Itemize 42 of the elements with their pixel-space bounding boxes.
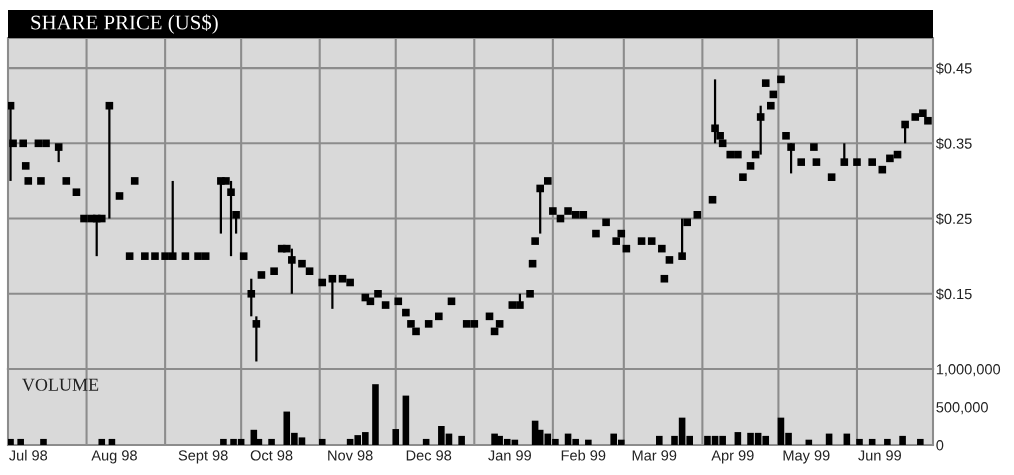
y-tick-label: $0.15 — [935, 288, 972, 301]
bar — [318, 438, 326, 445]
bar — [8, 438, 14, 445]
x-tick-label: Sept 98 — [178, 450, 228, 464]
bar — [40, 438, 47, 445]
x-tick-label: Apr 99 — [711, 450, 754, 464]
bar — [734, 432, 742, 445]
bar — [17, 438, 24, 445]
y-tick-label: $0.45 — [935, 62, 972, 75]
bar — [884, 438, 891, 445]
x-tick-label: Dec 98 — [406, 450, 452, 461]
y-tick-label: 1,000,000 — [936, 364, 1001, 377]
bar — [458, 435, 465, 445]
bar — [856, 438, 863, 445]
bar — [268, 438, 275, 445]
x-tick-label: Nov 98 — [328, 450, 373, 461]
x-tick-label: May 99 — [783, 450, 830, 464]
x-tick-label: Aug 98 — [91, 450, 137, 464]
y-tick-label: $0.25 — [935, 213, 972, 225]
bar — [868, 438, 876, 445]
bar — [899, 435, 906, 445]
bar — [108, 438, 116, 445]
x-tick-label: Jul 98 — [9, 449, 48, 461]
bar — [402, 395, 410, 445]
x-tick-label: Jun 99 — [858, 450, 901, 461]
y-tick-label: 500,000 — [936, 402, 988, 415]
bar — [422, 438, 430, 445]
bar — [917, 438, 924, 445]
y-tick-label: 0 — [936, 440, 944, 451]
x-tick-label: Oct 98 — [250, 450, 293, 461]
bar — [372, 384, 379, 445]
bar — [220, 438, 227, 445]
bar — [98, 438, 106, 445]
bar — [392, 429, 400, 445]
x-tick-label: Mar 99 — [632, 450, 677, 461]
chart-title: VOLUME — [22, 378, 99, 391]
y-tick-label: $0.35 — [935, 137, 972, 150]
bar — [656, 435, 663, 445]
chart-title: SHARE PRICE (US$) — [31, 14, 218, 34]
x-tick-label: Feb 99 — [561, 449, 606, 461]
x-tick-label: Jan 99 — [488, 450, 531, 461]
bar — [585, 439, 592, 445]
